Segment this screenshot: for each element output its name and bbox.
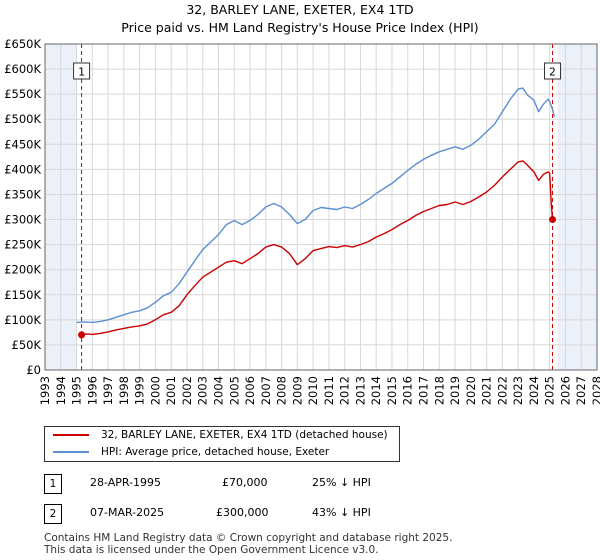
y-tick-label: £550K (4, 87, 41, 101)
legend-swatch-hpi (53, 451, 89, 453)
x-tick-label: 1995 (70, 376, 84, 405)
chart-legend: 32, BARLEY LANE, EXETER, EX4 1TD (detach… (44, 426, 400, 462)
x-tick-label: 2018 (432, 376, 446, 405)
grid-lines (44, 43, 598, 371)
data-series (76, 87, 557, 339)
x-tick-label: 2000 (148, 376, 162, 405)
transaction-date: 28-APR-1995 (90, 476, 162, 489)
x-tick-label: 2001 (164, 376, 178, 405)
x-tick-label: 2004 (211, 376, 225, 405)
y-tick-label: £450K (4, 137, 41, 151)
shaded-range (557, 44, 597, 370)
x-tick-label: 2013 (353, 376, 367, 405)
x-tick-label: 2015 (385, 376, 399, 405)
x-tick-label: 1994 (54, 376, 68, 405)
y-tick-label: £300K (4, 213, 41, 227)
transaction-hpi-diff: 43% ↓ HPI (312, 506, 371, 519)
transaction-point (549, 216, 557, 224)
x-tick-label: 2003 (196, 376, 210, 405)
x-tick-label: 2016 (401, 376, 415, 405)
transaction-number-badge: 1 (44, 474, 62, 494)
x-tick-label: 2021 (480, 376, 494, 405)
transaction-price: £70,000 (222, 476, 268, 489)
y-tick-label: £650K (4, 37, 41, 51)
x-tick-label: 2023 (511, 376, 525, 405)
x-tick-label: 2020 (464, 376, 478, 405)
x-tick-label: 2024 (527, 376, 541, 405)
y-tick-label: £600K (4, 62, 41, 76)
legend-item-hpi: HPI: Average price, detached house, Exet… (53, 444, 329, 460)
transaction-row: 1 28-APR-1995 £70,000 25% ↓ HPI (44, 474, 584, 494)
legend-label-price-paid: 32, BARLEY LANE, EXETER, EX4 1TD (detach… (101, 429, 388, 441)
x-tick-label: 2028 (590, 376, 600, 405)
y-tick-label: £350K (4, 187, 41, 201)
chart-title: 32, BARLEY LANE, EXETER, EX4 1TD (186, 2, 414, 17)
transaction-date: 07-MAR-2025 (90, 506, 165, 519)
axes: £0 £50K £100K £150K £200K £250K £300K £350K £400… (4, 37, 600, 405)
x-tick-label: 2006 (243, 376, 257, 405)
x-tick-label: 2007 (259, 376, 273, 405)
x-tick-label: 2008 (275, 376, 289, 405)
x-tick-label: 2010 (306, 376, 320, 405)
annotation-label: 2 (549, 67, 556, 79)
x-tick-label: 1996 (85, 376, 99, 405)
x-tick-label: 1998 (117, 376, 131, 405)
transaction-point (78, 331, 86, 339)
chart-subtitle: Price paid vs. HM Land Registry's House … (121, 20, 479, 35)
x-tick-label: 2005 (227, 376, 241, 405)
x-tick-label: 1993 (38, 376, 52, 405)
x-tick-label: 2022 (495, 376, 509, 405)
transaction-price: £300,000 (216, 506, 269, 519)
x-tick-label: 2027 (574, 376, 588, 405)
annotation-box (544, 62, 562, 80)
x-tick-label: 2026 (558, 376, 572, 405)
y-tick-label: £250K (4, 238, 41, 252)
x-tick-label: 2012 (338, 376, 352, 405)
hpi-line (76, 87, 556, 324)
annotation-box (73, 62, 91, 80)
x-tick-label: 2002 (180, 376, 194, 405)
y-tick-label: £150K (4, 288, 41, 302)
x-tick-label: 2014 (369, 376, 383, 405)
transaction-row: 2 07-MAR-2025 £300,000 43% ↓ HPI (44, 504, 584, 524)
x-tick-label: 1997 (101, 376, 115, 405)
x-tick-label: 2025 (543, 376, 557, 405)
y-tick-label: £0 (26, 363, 41, 377)
y-tick-label: £50K (12, 338, 42, 352)
legend-item-price-paid: 32, BARLEY LANE, EXETER, EX4 1TD (detach… (53, 427, 388, 443)
plot-frame (44, 43, 598, 371)
footer-copyright: Contains HM Land Registry data © Crown c… (44, 532, 453, 544)
transaction-hpi-diff: 25% ↓ HPI (312, 476, 371, 489)
x-tick-label: 1999 (133, 376, 147, 405)
transaction-number-badge: 2 (44, 504, 62, 524)
x-tick-label: 2019 (448, 376, 462, 405)
annotation-label: 1 (78, 67, 85, 79)
price-paid-line (81, 160, 555, 336)
x-tick-label: 2009 (290, 376, 304, 405)
y-tick-label: £500K (4, 112, 41, 126)
y-tick-label: £200K (4, 263, 41, 277)
y-tick-label: £400K (4, 162, 41, 176)
x-tick-label: 2011 (322, 376, 336, 405)
legend-swatch-price-paid (53, 434, 89, 436)
footer-licence: This data is licensed under the Open Gov… (44, 544, 379, 556)
y-tick-label: £100K (4, 313, 41, 327)
x-tick-label: 2017 (417, 376, 431, 405)
legend-label-hpi: HPI: Average price, detached house, Exet… (101, 446, 330, 458)
